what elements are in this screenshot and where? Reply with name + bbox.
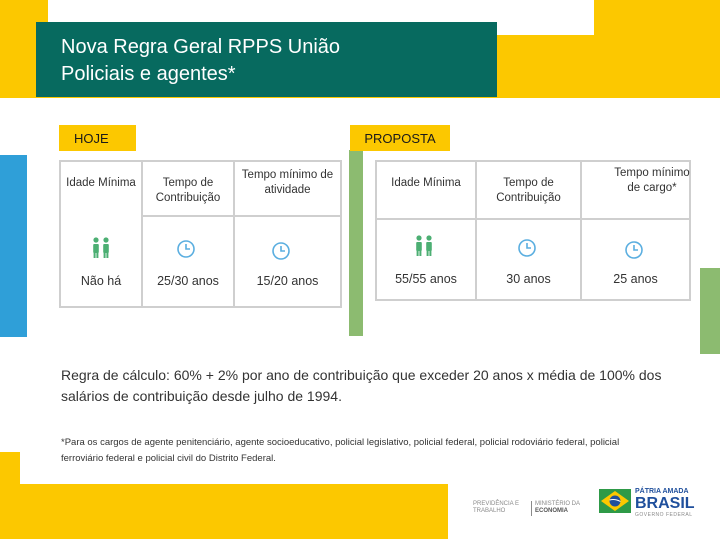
blue-column: [0, 155, 27, 337]
today-value-age: Não há: [80, 274, 122, 288]
people-icon: [416, 235, 432, 256]
label-today: HOJE: [59, 125, 136, 151]
title-line-1: Nova Regra Geral RPPS União: [61, 36, 341, 58]
brand-text: PÁTRIA AMADA BRASIL GOVERNO FEDERAL: [635, 488, 715, 519]
clock-icon: [177, 240, 195, 258]
proposal-header-age: Idade Mínima: [391, 177, 461, 189]
deco-band-top-left: [0, 0, 48, 22]
calculation-rule: Regra de cálculo: 60% + 2% por ano de co…: [61, 365, 671, 407]
calculation-rule-label: Regra de cálculo:: [61, 367, 170, 383]
deco-band-header: [497, 35, 720, 98]
today-header-activity: Tempo mínimo de atividade: [241, 169, 334, 196]
brand-line-1: PÁTRIA AMADA: [635, 488, 689, 495]
green-column: [349, 150, 363, 336]
deco-band-top-right: [594, 0, 720, 35]
calculation-rule-text: 60% + 2% por ano de contribuição que exc…: [61, 367, 662, 404]
today-value-activity: 15/20 anos: [256, 274, 319, 288]
org-right-line-2: ECONOMIA: [535, 508, 568, 514]
page-title: Nova Regra Geral RPPS União Policiais e …: [36, 22, 497, 97]
ministry-logo: PREVIDÊNCIA E TRABALHO MINISTÉRIO DA ECO…: [473, 501, 593, 517]
org-left-line-2: TRABALHO: [473, 508, 506, 514]
proposal-header-post: Tempo mínimo de cargo*: [614, 167, 690, 194]
org-left: PREVIDÊNCIA E TRABALHO: [473, 501, 529, 515]
title-line-2: Policiais e agentes*: [61, 63, 236, 85]
org-right-line-1: MINISTÉRIO DA: [535, 501, 581, 507]
people-icon: [93, 237, 109, 258]
brand-line-2: BRASIL: [635, 495, 695, 512]
proposal-value-post: 25 anos: [613, 272, 658, 286]
label-proposal: PROPOSTA: [350, 125, 450, 151]
proposal-header-contribution: Tempo de Contribuição: [496, 177, 561, 204]
today-header-contribution: Tempo de Contribuição: [155, 177, 221, 204]
org-left-line-1: PREVIDÊNCIA E: [473, 501, 520, 507]
footer-logo-area: [448, 484, 720, 539]
deco-band-header-gap: [36, 97, 720, 98]
deco-band-left: [0, 22, 36, 98]
today-table: Idade Mínima Tempo de Contribuição Tempo…: [59, 160, 342, 308]
today-value-contribution: 25/30 anos: [157, 274, 219, 288]
org-right: MINISTÉRIO DA ECONOMIA: [535, 501, 593, 515]
brand-line-3: GOVERNO FEDERAL: [635, 512, 693, 518]
clock-icon: [518, 239, 536, 257]
footnote: *Para os cargos de agente penitenciário,…: [61, 437, 620, 464]
brazil-flag-icon: [599, 489, 631, 513]
today-header-age: Idade Mínima: [66, 177, 136, 189]
clock-icon: [625, 241, 643, 259]
proposal-value-contribution: 30 anos: [506, 272, 551, 286]
proposal-table: Idade Mínima Tempo de Contribuição Tempo…: [375, 160, 691, 301]
proposal-value-age: 55/55 anos: [395, 272, 457, 286]
green-column-right: [700, 268, 720, 354]
clock-icon: [272, 242, 290, 260]
